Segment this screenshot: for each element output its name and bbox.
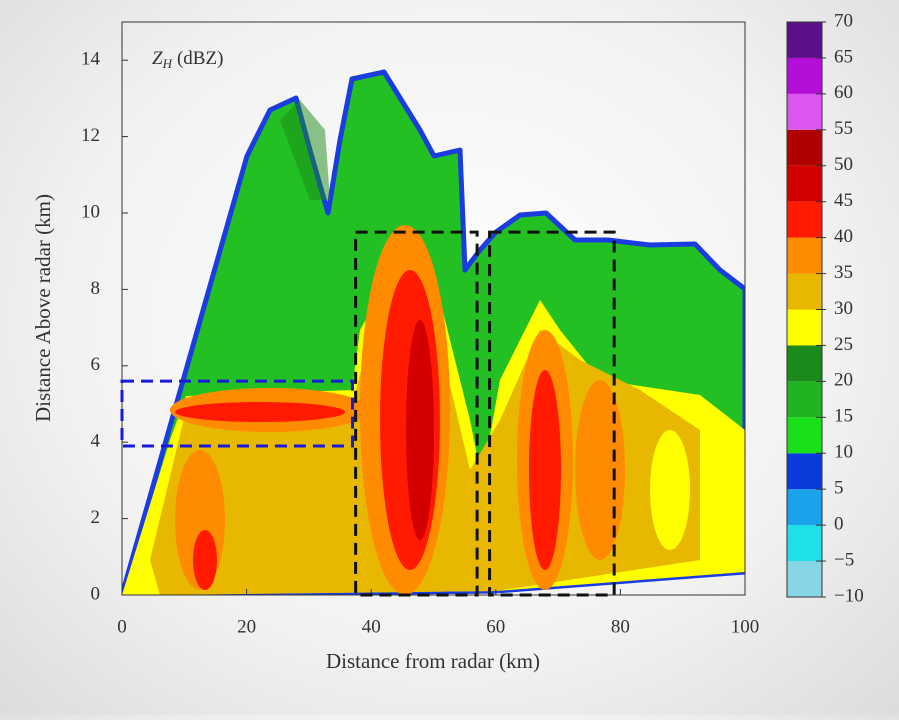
title-subscript: H xyxy=(162,56,173,71)
colorbar-swatch xyxy=(787,525,822,562)
plot-frame xyxy=(121,21,746,596)
colorbar-swatch xyxy=(787,273,822,310)
colorbar-swatch xyxy=(787,129,822,166)
colorbar-tick-label: 65 xyxy=(834,46,853,67)
colorbar-swatch xyxy=(787,345,822,382)
region-box xyxy=(354,230,479,597)
colorbar-tick-label: 0 xyxy=(834,513,844,534)
y-tick-label: 2 xyxy=(91,507,101,528)
colorbar-swatch xyxy=(787,489,822,526)
colorbar-swatch xyxy=(787,237,822,274)
x-tick-label: 0 xyxy=(117,616,127,637)
title-symbol: Z xyxy=(152,48,163,69)
colorbar-tick-label: 50 xyxy=(834,154,853,175)
colorbar-swatch xyxy=(787,93,822,130)
colorbar-swatch xyxy=(787,22,822,58)
colorbar-swatch xyxy=(787,381,822,418)
colorbar-tick-label: 40 xyxy=(834,226,853,247)
x-tick-label: 80 xyxy=(611,616,630,637)
colorbar-tick-label: 15 xyxy=(834,406,853,427)
colorbar-swatch xyxy=(787,309,822,346)
colorbar-tick-label: 45 xyxy=(834,190,853,211)
region-box xyxy=(120,379,355,448)
colorbar-tick-label: 70 xyxy=(834,10,853,31)
colorbar-swatch xyxy=(787,201,822,238)
reflectivity-field xyxy=(122,69,745,595)
y-tick-label: 4 xyxy=(91,431,101,452)
colorbar-tick-label: 35 xyxy=(834,262,853,283)
x-tick-label: 100 xyxy=(731,616,760,637)
y-tick-label: 0 xyxy=(91,583,101,604)
colorbar-tick-label: −10 xyxy=(834,585,864,606)
colorbar-tick-label: 60 xyxy=(834,82,853,103)
x-tick-label: 40 xyxy=(362,616,381,637)
colorbar-tick-label: 25 xyxy=(834,334,853,355)
colorbar-swatch xyxy=(787,57,822,94)
colorbar-tick-label: 55 xyxy=(834,118,853,139)
title-unit: (dBZ) xyxy=(177,48,223,69)
colorbar-tick-label: −5 xyxy=(834,549,854,570)
chart-title: ZH (dBZ) xyxy=(152,48,223,71)
colorbar-swatch xyxy=(787,561,822,597)
colorbar-swatch xyxy=(787,417,822,454)
y-axis-label: Distance Above radar (km) xyxy=(31,194,55,422)
y-tick-label: 14 xyxy=(81,49,101,70)
region-box xyxy=(488,230,616,597)
y-tick-label: 8 xyxy=(91,278,101,299)
y-tick-label: 6 xyxy=(91,354,101,375)
colorbar-swatch xyxy=(787,453,822,490)
colorbar-tick-label: 20 xyxy=(834,370,853,391)
y-tick-label: 10 xyxy=(81,201,100,222)
colorbar-tick-label: 10 xyxy=(834,442,853,463)
colorbar-tick-label: 30 xyxy=(834,298,853,319)
x-axis-label: Distance from radar (km) xyxy=(326,649,540,673)
x-tick-label: 60 xyxy=(486,616,505,637)
y-tick-label: 12 xyxy=(81,125,100,146)
colorbar-swatch xyxy=(787,165,822,202)
x-tick-label: 20 xyxy=(237,616,256,637)
colorbar-tick-label: 5 xyxy=(834,478,844,499)
